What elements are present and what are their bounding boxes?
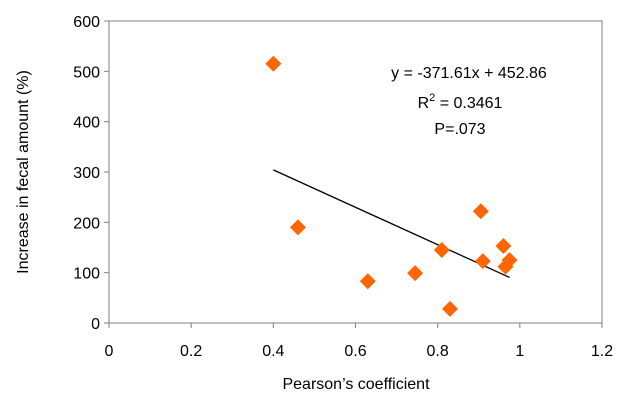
r-squared-value: = 0.3461 xyxy=(435,95,502,112)
y-tick-label: 600 xyxy=(73,14,100,31)
data-points xyxy=(265,55,518,317)
y-axis-ticks: 0 100 200 300 400 500 600 xyxy=(73,14,109,333)
r-squared-label: R2 = 0.3461 xyxy=(418,92,503,112)
data-point xyxy=(433,242,450,259)
r-squared-superscript: 2 xyxy=(429,92,435,104)
x-tick-label: 0.8 xyxy=(427,343,449,360)
x-tick-label: 1 xyxy=(515,343,524,360)
y-tick-label: 0 xyxy=(91,316,100,333)
y-axis-title: Increase in fecal amount (%) xyxy=(15,70,32,274)
x-tick-label: 0 xyxy=(105,343,114,360)
data-point xyxy=(472,203,489,220)
trendline-group xyxy=(273,169,510,279)
y-tick-label: 300 xyxy=(73,165,100,182)
x-axis-title: Pearson’s coefficient xyxy=(282,376,430,393)
data-point xyxy=(407,265,424,282)
trendline xyxy=(273,169,510,279)
data-point xyxy=(441,300,458,317)
data-point xyxy=(289,219,306,236)
x-tick-label: 1.2 xyxy=(591,343,613,360)
y-tick-label: 500 xyxy=(73,64,100,81)
data-point xyxy=(501,252,518,269)
r-squared-prefix: R xyxy=(418,95,430,112)
x-axis-ticks: 0 0.2 0.4 0.6 0.8 1 1.2 xyxy=(105,323,613,360)
x-tick-label: 0.4 xyxy=(262,343,284,360)
data-point xyxy=(495,237,512,254)
y-tick-label: 400 xyxy=(73,115,100,132)
data-point xyxy=(359,273,376,290)
y-tick-label: 100 xyxy=(73,266,100,283)
x-tick-label: 0.6 xyxy=(344,343,366,360)
p-value-label: P=.073 xyxy=(434,121,485,138)
data-point xyxy=(474,253,491,270)
y-tick-label: 200 xyxy=(73,215,100,232)
x-tick-label: 0.2 xyxy=(180,343,202,360)
regression-equation: y = -371.61x + 452.86 xyxy=(391,65,547,82)
data-point xyxy=(265,55,282,72)
